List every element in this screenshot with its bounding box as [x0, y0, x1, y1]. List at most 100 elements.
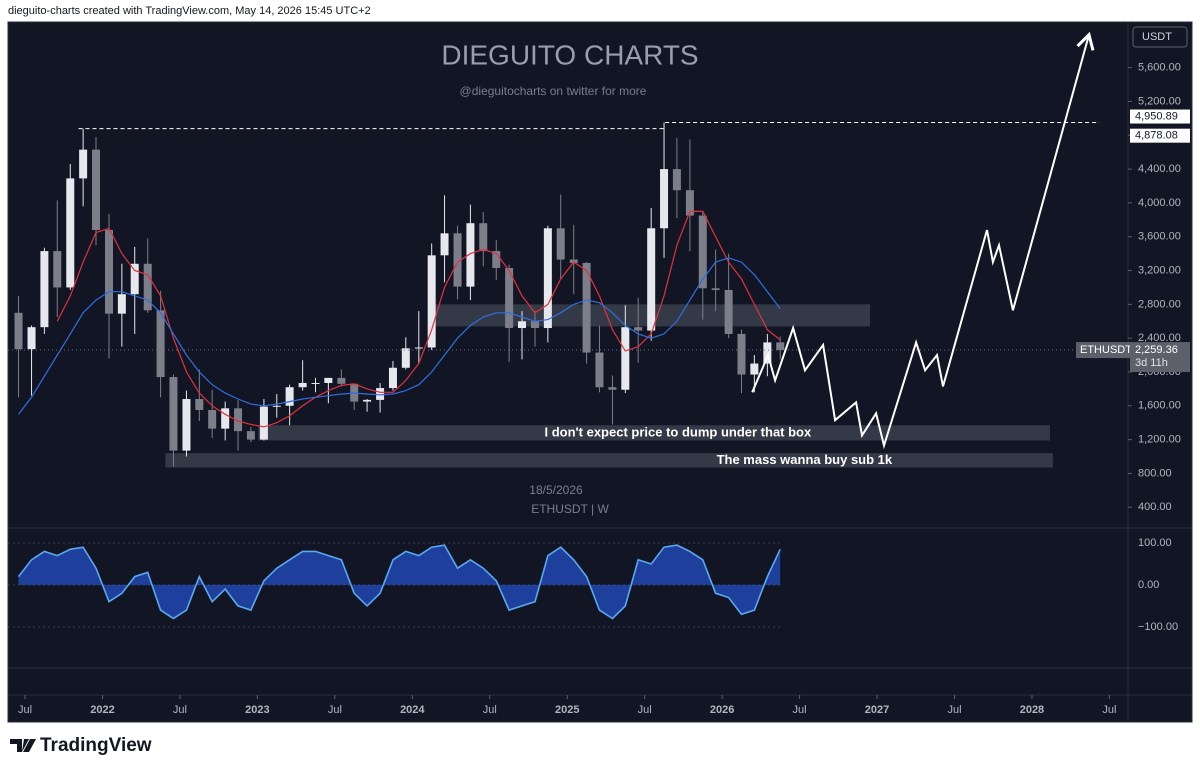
- candle-body: [182, 399, 191, 451]
- candle-body: [634, 327, 643, 331]
- brand-name: TradingView: [40, 735, 152, 756]
- last-price-symbol: ETHUSDT: [1080, 344, 1132, 356]
- candle-body: [492, 251, 501, 269]
- last-price-label: 2,259.36: [1135, 344, 1178, 356]
- candle-body: [466, 223, 475, 287]
- level-price-label: 4,950.89: [1135, 110, 1178, 122]
- level-price-label: 4,878.08: [1135, 130, 1178, 142]
- candle-body: [647, 228, 656, 331]
- x-tick-label: 2026: [710, 704, 734, 716]
- candle-body: [221, 408, 230, 429]
- candle-body: [556, 228, 565, 260]
- candle-body: [724, 289, 733, 334]
- last-price-symbol-box: [1076, 342, 1130, 359]
- zone-label: The mass wanna buy sub 1k: [717, 452, 893, 467]
- candle-body: [363, 399, 372, 402]
- candle-body: [776, 342, 785, 351]
- x-tick-label: 2028: [1020, 704, 1044, 716]
- header-text: dieguito-charts created with TradingView…: [8, 5, 371, 17]
- candle-body: [685, 190, 694, 216]
- candle-body: [453, 233, 462, 287]
- candle-body: [117, 294, 126, 314]
- candle-body: [324, 377, 333, 383]
- candle-body: [750, 363, 759, 375]
- y-tick-label: 1,600.00: [1138, 400, 1181, 412]
- zone-label: I don't expect price to dump under that …: [545, 424, 812, 439]
- x-tick-label: Jul: [328, 704, 342, 716]
- last-price-countdown: 3d 11h: [1135, 357, 1168, 369]
- candle-body: [66, 178, 75, 288]
- y-tick-label: 4,000.00: [1138, 197, 1181, 209]
- x-tick-label: Jul: [18, 704, 32, 716]
- candle-body: [608, 387, 617, 390]
- candle-body: [105, 229, 114, 314]
- candle-body: [130, 263, 139, 295]
- candle-body: [621, 327, 630, 390]
- candle-body: [672, 169, 681, 191]
- candle-body: [40, 251, 49, 328]
- moving-average: [18, 257, 781, 415]
- brand-logo: [10, 739, 36, 752]
- candle-body: [14, 312, 23, 350]
- candle-body: [388, 367, 397, 389]
- watermark-date: 18/5/2026: [529, 483, 583, 497]
- candle-body: [737, 333, 746, 375]
- watermark-subtitle: @dieguitocharts on twitter for more: [460, 84, 647, 98]
- candle-body: [169, 377, 178, 451]
- moving-average: [56, 210, 781, 428]
- level-price-box: [1130, 109, 1190, 124]
- x-tick-label: Jul: [793, 704, 807, 716]
- y-tick-label: 400.00: [1138, 501, 1172, 513]
- x-tick-label: Jul: [483, 704, 497, 716]
- y-tick-label: 1,200.00: [1138, 434, 1181, 446]
- candle-body: [517, 321, 526, 329]
- x-tick-label: 2023: [245, 704, 269, 716]
- candle-body: [311, 382, 320, 384]
- candle-body: [505, 268, 514, 329]
- candle-body: [156, 310, 165, 378]
- x-tick-label: 2024: [400, 704, 425, 716]
- candle-body: [414, 347, 423, 349]
- x-tick-label: Jul: [638, 704, 652, 716]
- candle-body: [582, 262, 591, 353]
- osc-tick-label: 0.00: [1138, 579, 1159, 591]
- candle-body: [91, 149, 100, 230]
- candle-body: [595, 352, 604, 388]
- x-tick-label: Jul: [1102, 704, 1116, 716]
- y-tick-label: 4,400.00: [1138, 163, 1181, 175]
- candle-body: [53, 251, 62, 288]
- last-price-box: [1130, 342, 1190, 373]
- y-tick-label: 3,600.00: [1138, 231, 1181, 243]
- y-tick-label: 2,800.00: [1138, 298, 1181, 310]
- candle-body: [259, 406, 268, 440]
- candle-body: [763, 342, 772, 364]
- logo-icon: [10, 739, 36, 752]
- candle-body: [479, 223, 488, 252]
- candle-body: [427, 255, 436, 348]
- x-tick-label: Jul: [173, 704, 187, 716]
- y-tick-label: 2,400.00: [1138, 332, 1181, 344]
- candle-body: [298, 382, 307, 388]
- candle-body: [531, 321, 540, 329]
- currency-label: USDT: [1142, 31, 1172, 43]
- candle-body: [195, 399, 204, 411]
- level-price-box: [1130, 128, 1190, 143]
- candle-body: [285, 387, 294, 406]
- x-tick-label: 2027: [865, 704, 889, 716]
- osc-tick-label: −100.00: [1138, 621, 1178, 633]
- candle-body: [711, 288, 720, 290]
- oscillator-area: [18, 545, 781, 619]
- candle-body: [376, 388, 385, 400]
- candle-body: [246, 431, 255, 440]
- zone: [165, 453, 1053, 468]
- watermark-title: DIEGUITO CHARTS: [441, 39, 698, 70]
- candle-body: [698, 215, 707, 289]
- zone: [258, 425, 1050, 441]
- candle-body: [337, 377, 346, 384]
- x-tick-label: 2022: [90, 704, 114, 716]
- candle-body: [440, 233, 449, 256]
- candle-body: [543, 228, 552, 329]
- candle-body: [401, 348, 410, 368]
- x-tick-label: 2025: [555, 704, 579, 716]
